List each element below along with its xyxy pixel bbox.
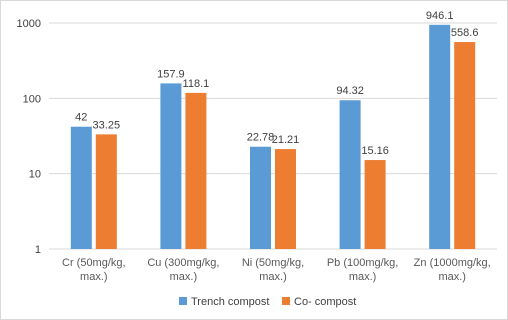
legend-label: Co- compost [294,296,356,308]
bar-trench-3 [339,100,361,249]
category-label: Cr (50mg/kg, [62,257,126,269]
x-axis-categories: Cr (50mg/kg, max.) Cu (300mg/kg, max.) Ni (5… [62,257,491,283]
data-label: 157.9 [157,68,185,80]
data-label: 946.1 [426,10,454,22]
gridlines [49,22,497,250]
bar-co-2 [275,149,296,249]
bar-co-4 [454,42,476,250]
bar-co-0 [95,134,117,249]
legend: Trench compost Co- compost [179,296,356,308]
data-label: 15.16 [361,145,389,157]
y-tick-label: 100 [23,93,41,105]
category-label: max.) [259,271,287,283]
data-label: 94.32 [336,85,364,97]
category-label: max.) [349,271,377,283]
data-label: 42 [75,112,87,124]
y-tick-label: 1000 [17,18,41,30]
legend-swatch [282,297,290,305]
y-tick-label: 10 [29,169,41,181]
bars [70,24,476,250]
data-label: 33.25 [93,119,121,131]
legend-swatch [179,297,187,305]
data-label: 22.78 [247,132,275,144]
bar-trench-2 [250,146,271,249]
data-label: 21.21 [272,134,300,146]
bar-co-3 [364,160,386,249]
y-tick-label: 1 [35,244,41,256]
bar-co-1 [185,92,207,250]
category-label: max.) [170,271,198,283]
category-label: Zn (1000mg/kg, [414,257,491,269]
bar-trench-0 [70,126,92,249]
category-label: max.) [438,271,466,283]
category-label: Pb (100mg/kg, [327,257,399,269]
legend-label: Trench compost [191,296,269,308]
category-label: Ni (50mg/kg, [242,257,304,269]
bar-trench-4 [429,24,451,249]
category-label: max.) [80,271,108,283]
data-label: 558.6 [451,27,479,39]
data-label: 118.1 [183,78,210,90]
y-axis-ticks: 1 10 100 1000 [17,18,41,256]
bar-trench-1 [160,83,182,249]
category-label: Cu (300mg/kg, [147,257,219,269]
